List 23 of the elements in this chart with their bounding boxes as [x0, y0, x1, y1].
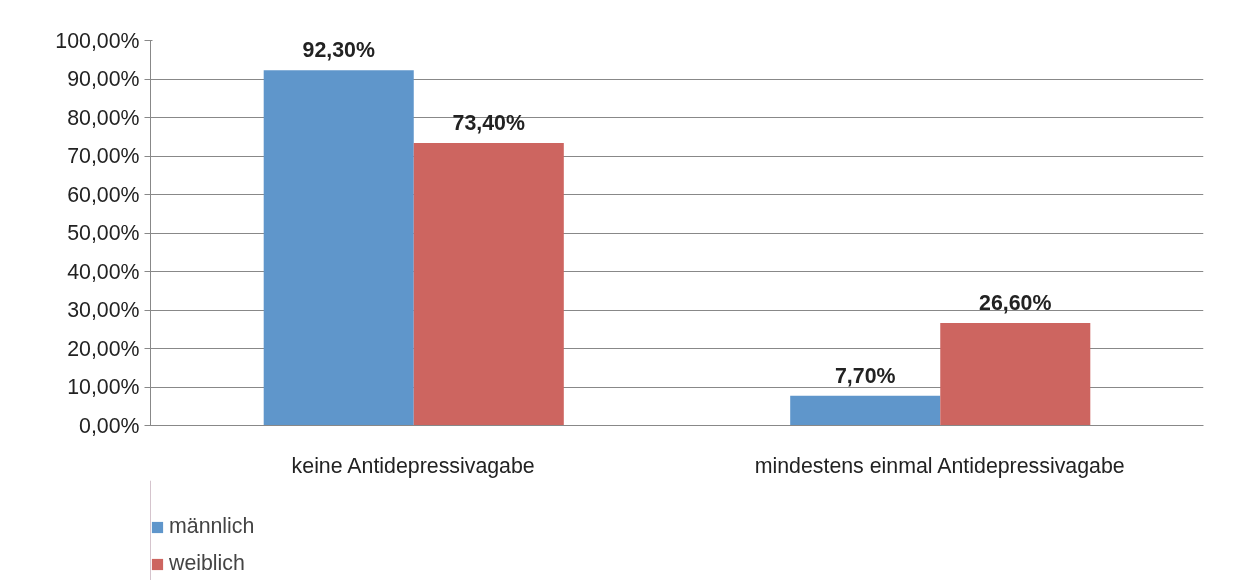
x-tick-label: mindestens einmal Antidepressivagabe: [754, 453, 1125, 478]
x-tick-label: keine Antidepressivagabe: [291, 453, 535, 478]
data-label: 7,70%: [834, 363, 896, 388]
y-tick-label: 40,00%: [67, 259, 140, 284]
y-tick-label: 100,00%: [55, 28, 140, 53]
data-label: 92,30%: [302, 38, 375, 63]
y-tick-label: 50,00%: [67, 221, 140, 245]
y-tick-label: 90,00%: [67, 67, 140, 91]
y-tick-label: 0,00%: [79, 413, 140, 438]
bar: [413, 142, 564, 426]
y-tick-label: 30,00%: [67, 298, 140, 322]
y-tick-label: 70,00%: [67, 144, 140, 168]
bar: [263, 70, 414, 426]
bar: [790, 395, 941, 426]
y-tick-label: 10,00%: [67, 375, 140, 399]
data-label: 73,40%: [452, 110, 525, 135]
y-tick-label: 80,00%: [67, 105, 140, 130]
legend-label: männlich: [169, 514, 255, 539]
y-tick-label: 60,00%: [67, 182, 140, 207]
data-label: 26,60%: [979, 291, 1052, 316]
bar: [940, 323, 1091, 426]
legend-label: weiblich: [169, 551, 245, 576]
y-tick-label: 20,00%: [67, 336, 140, 361]
